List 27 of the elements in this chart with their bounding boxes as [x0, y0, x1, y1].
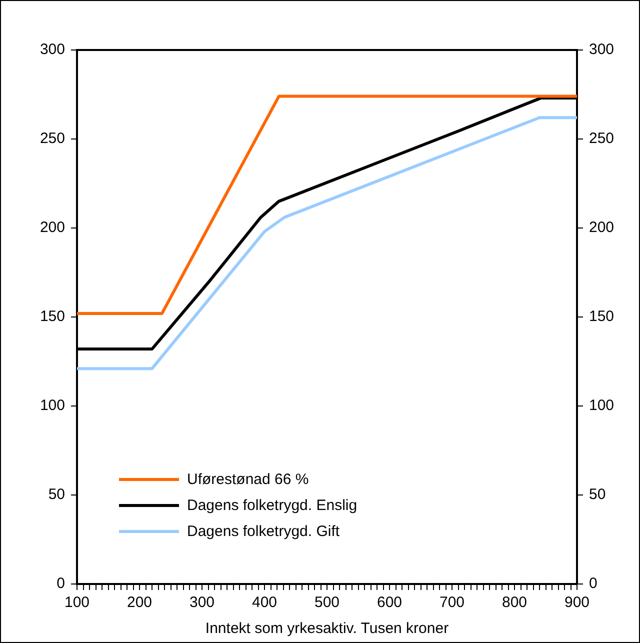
y-tick-label: 150 [40, 308, 65, 326]
x-tick-label: 200 [126, 594, 152, 612]
x-tick-label: 600 [376, 594, 402, 612]
x-tick-label: 900 [564, 594, 590, 612]
x-tick-label: 300 [189, 594, 215, 612]
x-tick-label: 400 [252, 594, 278, 612]
y-tick-label: 300 [40, 41, 65, 58]
y2-tick-label: 300 [589, 41, 614, 58]
legend-label: Dagens folketrygd. Gift [187, 522, 340, 540]
y2-tick-label: 100 [589, 397, 614, 414]
legend-label: Dagens folketrygd. Enslig [187, 496, 358, 514]
x-axis-title: Inntekt som yrkesaktiv. Tusen kroner [205, 620, 449, 638]
x-tick-label: 700 [439, 594, 465, 612]
y-tick-label: 50 [48, 486, 65, 504]
x-tick-label: 100 [64, 594, 90, 612]
y2-tick-label: 250 [589, 130, 614, 148]
x-tick-label: 500 [314, 594, 340, 612]
y-tick-label: 0 [56, 575, 65, 592]
y-tick-label: 200 [40, 219, 65, 236]
y-tick-label: 250 [40, 130, 65, 148]
x-tick-label: 800 [502, 594, 528, 612]
legend-label: Uførestønad 66 % [187, 470, 309, 488]
y2-tick-label: 150 [589, 308, 614, 326]
y-tick-label: 100 [40, 397, 65, 414]
y2-tick-label: 0 [589, 575, 598, 592]
y2-tick-label: 200 [589, 219, 614, 236]
y2-tick-label: 50 [589, 486, 606, 504]
